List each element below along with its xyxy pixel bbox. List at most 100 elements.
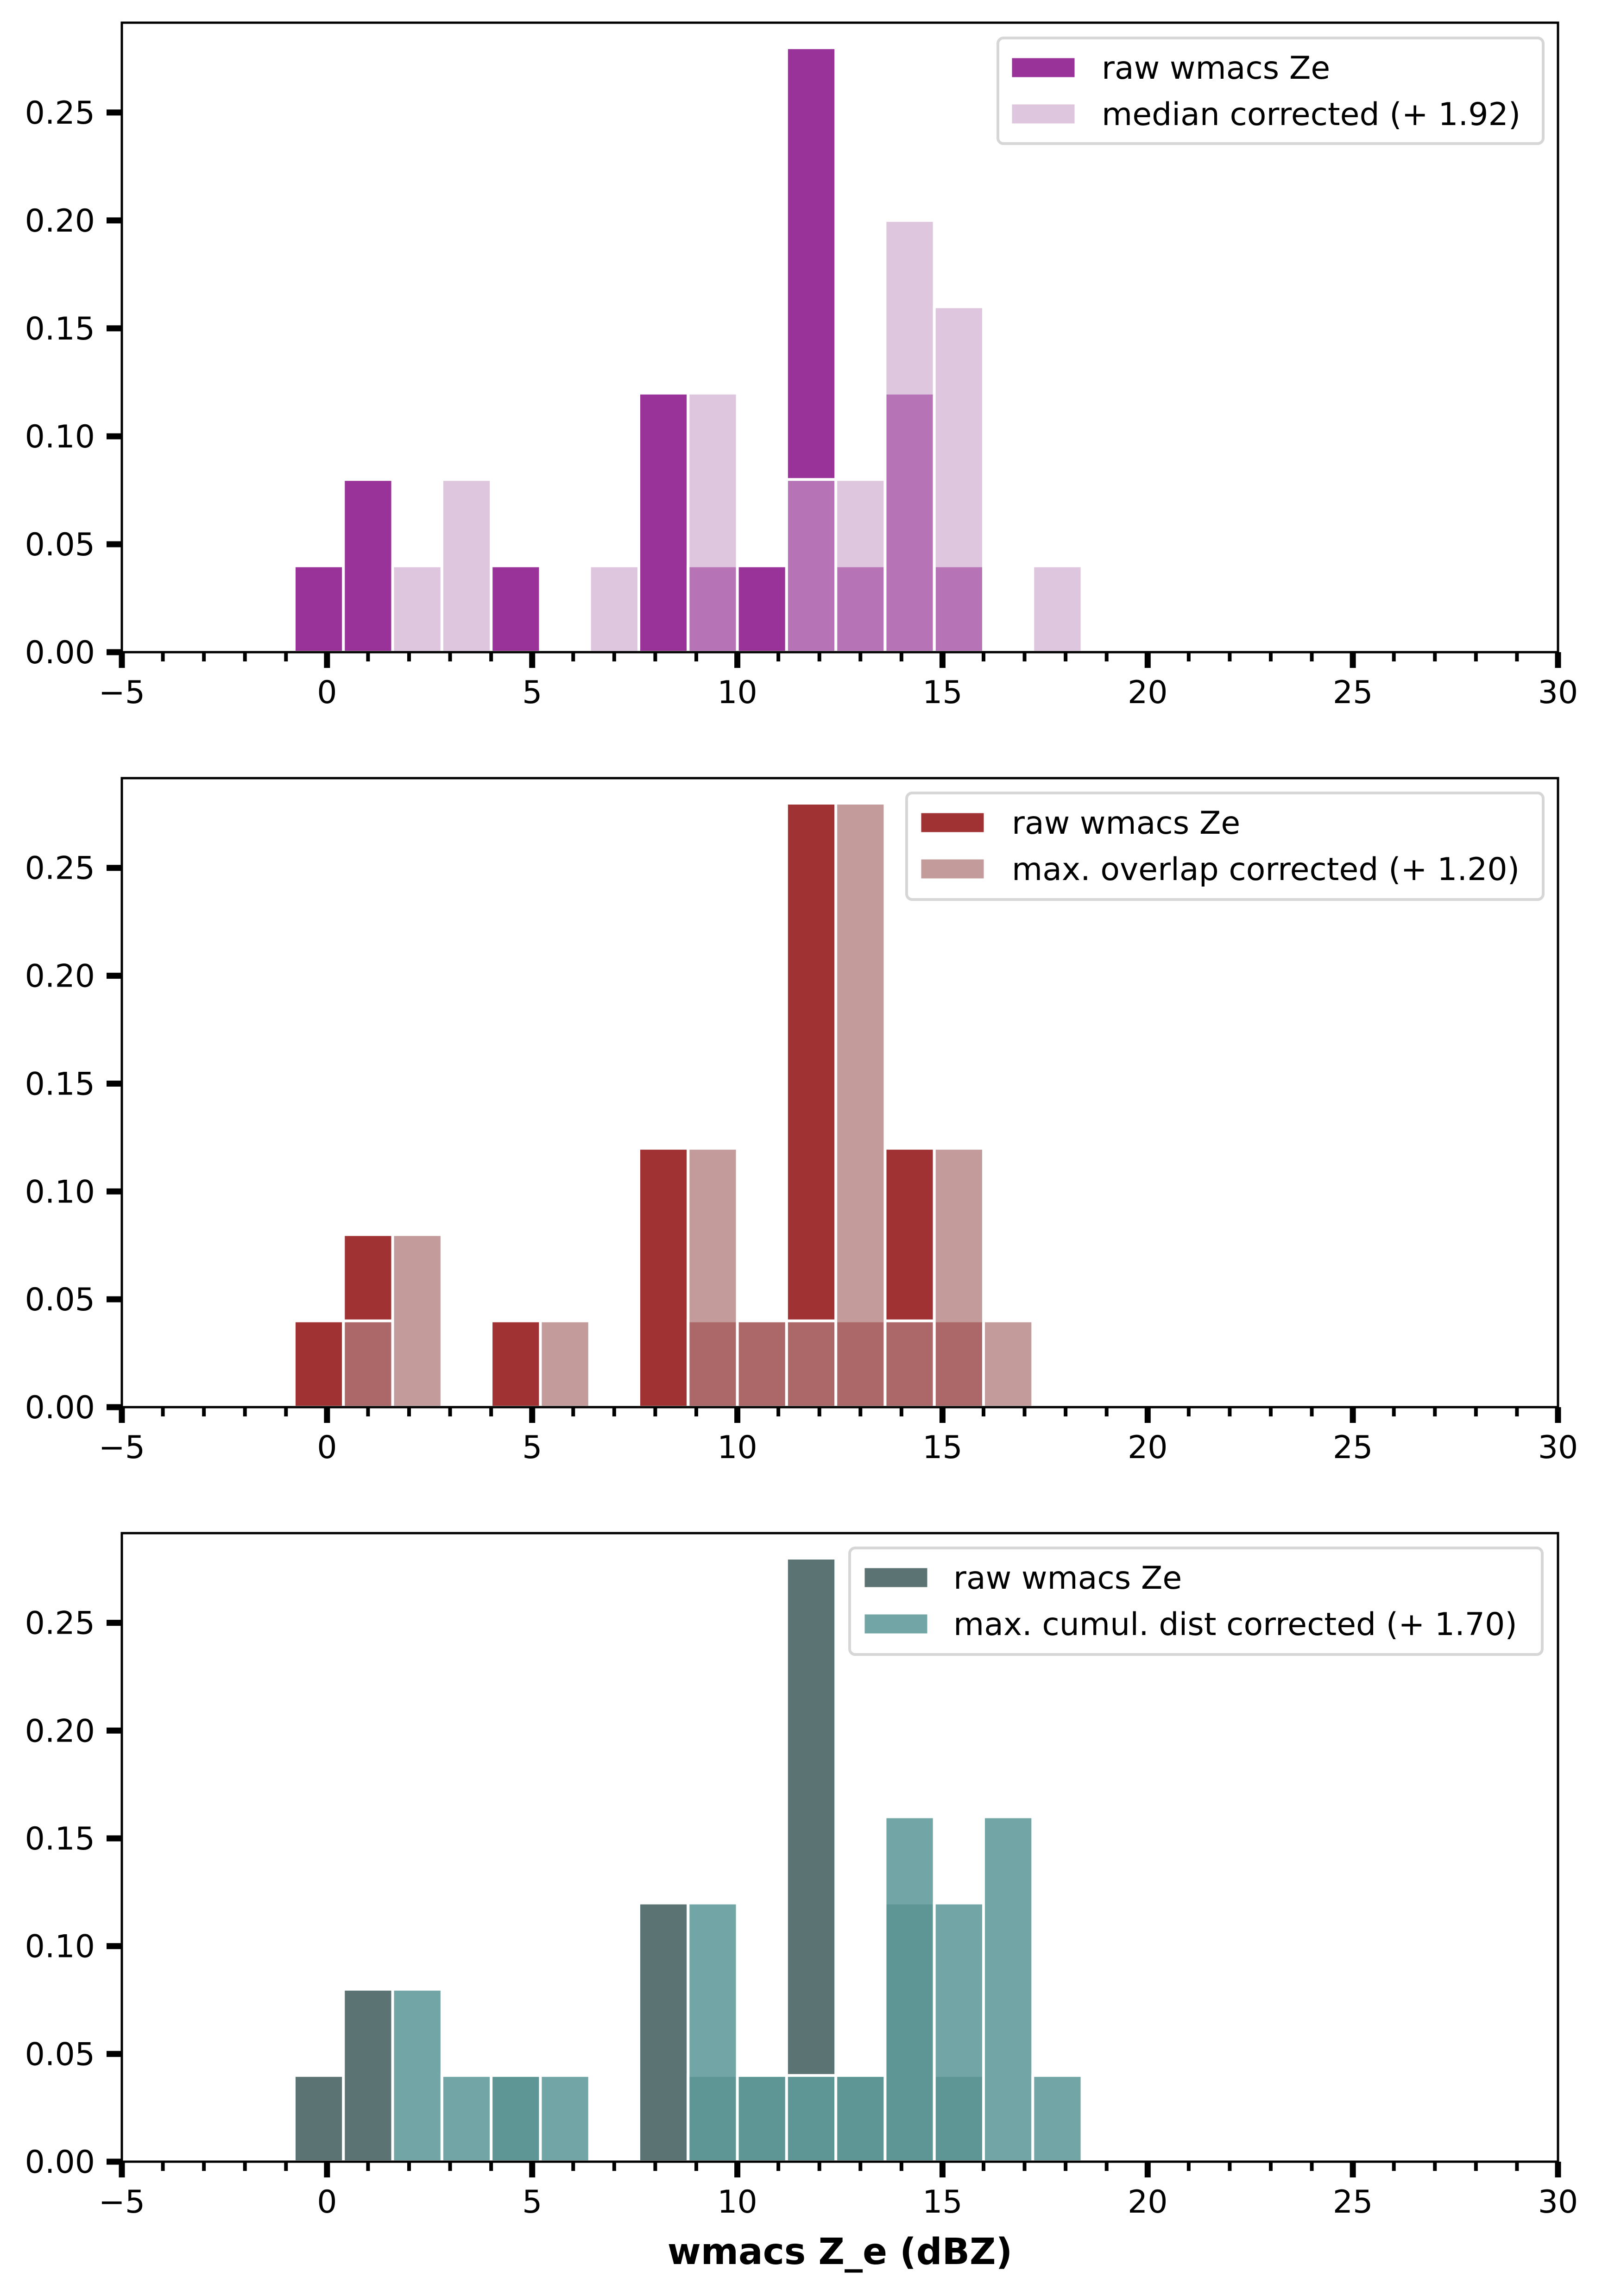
histogram-bar	[736, 1319, 788, 1409]
x-tick-label: 25	[1333, 1429, 1373, 1466]
legend-swatch	[920, 858, 985, 880]
histogram-bar	[933, 305, 985, 654]
y-tick-label: 0.25	[25, 1605, 95, 1642]
histogram-bar	[342, 1988, 394, 2163]
y-tick-label: 0.05	[25, 527, 95, 563]
series-corrected	[391, 1815, 1084, 2164]
x-tick-label: 15	[922, 1429, 963, 1466]
legend-swatch	[1010, 57, 1076, 79]
histogram-bar	[785, 478, 838, 654]
histogram-bar	[785, 2074, 838, 2163]
histogram-bar	[391, 564, 443, 654]
x-tick-label: 20	[1128, 2184, 1168, 2221]
x-tick-label: 10	[717, 1429, 757, 1466]
y-tick-label: 0.05	[25, 2036, 95, 2073]
x-tick-label: −5	[99, 674, 145, 711]
axes-frame	[120, 777, 1559, 1409]
panels: −5 0 5 10 15 20 25 30 0.00 0.05 0.10 0.15 0.20 0.25 ra…	[25, 21, 1578, 2221]
legend-label: raw wmacs Ze	[1102, 50, 1330, 87]
x-tick-label: 15	[922, 674, 963, 711]
histogram-bar	[1031, 564, 1084, 654]
legend: raw wmacs Ze max. cumul. dist corrected (…	[848, 1547, 1544, 1656]
panel-3: −5 0 5 10 15 20 25 30 0.00 0.05 0.10 0.15 0.20 0.25 ra…	[25, 1532, 1578, 2221]
y-tick-label: 0.25	[25, 850, 95, 887]
histogram-bar	[490, 1319, 542, 1409]
histogram-bar	[982, 1815, 1034, 2164]
histogram-bar	[736, 2074, 788, 2163]
x-tick-label: 15	[922, 2184, 963, 2221]
histogram-bar	[933, 1147, 985, 1409]
y-tick-label: 0.10	[25, 419, 95, 455]
y-tick-label: 0.20	[25, 203, 95, 239]
histogram-bar	[933, 1901, 985, 2164]
histogram-bar	[687, 391, 739, 654]
x-tick-label: 0	[317, 674, 337, 711]
histogram-bar	[785, 802, 838, 1409]
x-tick-label: 20	[1128, 674, 1168, 711]
histogram-bar	[834, 478, 887, 654]
y-tick-label: 0.20	[25, 958, 95, 995]
y-tick-label: 0.00	[25, 2144, 95, 2181]
legend-label: raw wmacs Ze	[1012, 805, 1240, 842]
histogram-bar	[391, 1988, 443, 2163]
y-tick-label: 0.05	[25, 1282, 95, 1318]
legend-label: median corrected (+ 1.92)	[1102, 96, 1520, 133]
y-tick-label: 0.15	[25, 1821, 95, 1857]
y-tick-label: 0.20	[25, 1713, 95, 1749]
legend-box	[997, 37, 1545, 145]
y-tick-label: 0.00	[25, 1390, 95, 1426]
x-tick-label: 5	[522, 1429, 542, 1466]
histogram-bar	[342, 478, 394, 654]
histogram-bar	[539, 2074, 591, 2163]
y-tick-label: 0.00	[25, 635, 95, 671]
histogram-bar	[490, 564, 542, 654]
x-tick-label: 30	[1538, 2184, 1578, 2221]
x-axis-title: wmacs Z_e (dBZ)	[668, 2231, 1013, 2273]
histogram-bar	[391, 1233, 443, 1409]
histogram-bar	[785, 1319, 838, 1409]
x-tick-label: 10	[717, 2184, 757, 2221]
legend-box	[905, 792, 1545, 901]
x-tick-label: −5	[99, 1429, 145, 1466]
histogram-bar	[293, 2074, 345, 2163]
legend-label: max. cumul. dist corrected (+ 1.70)	[953, 1606, 1517, 1643]
panel-1: −5 0 5 10 15 20 25 30 0.00 0.05 0.10 0.15 0.20 0.25 ra…	[25, 21, 1578, 711]
legend-swatch	[1010, 103, 1076, 125]
histogram-bar	[834, 802, 887, 1409]
y-tick-label: 0.10	[25, 1174, 95, 1210]
legend: raw wmacs Ze median corrected (+ 1.92)	[997, 37, 1545, 145]
y-tick-label: 0.25	[25, 95, 95, 132]
histogram-bar	[982, 1319, 1034, 1409]
x-tick-label: 0	[317, 2184, 337, 2221]
histogram-bar	[588, 564, 640, 654]
histogram-bar	[883, 1815, 936, 2164]
histogram-bar	[293, 1319, 345, 1409]
histogram-bar	[539, 1319, 591, 1409]
axes-frame	[120, 1532, 1559, 2163]
histogram-bar	[637, 391, 690, 654]
y-tick-label: 0.15	[25, 1066, 95, 1102]
histogram-bar	[687, 1901, 739, 2164]
histogram-bar	[736, 564, 788, 654]
histogram-bar	[637, 1147, 690, 1409]
legend-swatch	[863, 1613, 929, 1635]
x-tick-label: 10	[717, 674, 757, 711]
histogram-bar	[440, 478, 493, 654]
x-tick-label: 5	[522, 674, 542, 711]
legend-label: raw wmacs Ze	[953, 1560, 1182, 1597]
histogram-bar	[883, 1319, 936, 1409]
axes-frame	[120, 21, 1559, 654]
histogram-bar	[785, 1556, 838, 2163]
y-tick-label: 0.10	[25, 1929, 95, 1965]
x-tick-label: 25	[1333, 674, 1373, 711]
legend-label: max. overlap corrected (+ 1.20)	[1012, 851, 1520, 888]
legend-swatch	[920, 811, 985, 834]
histogram-bar	[883, 219, 936, 654]
legend: raw wmacs Ze max. overlap corrected (+ 1.…	[905, 792, 1545, 901]
y-tick-label: 0.15	[25, 311, 95, 347]
histogram-bar	[687, 1147, 739, 1409]
x-tick-label: 25	[1333, 2184, 1373, 2221]
histogram-bar	[1031, 2074, 1084, 2163]
x-tick-label: 20	[1128, 1429, 1168, 1466]
